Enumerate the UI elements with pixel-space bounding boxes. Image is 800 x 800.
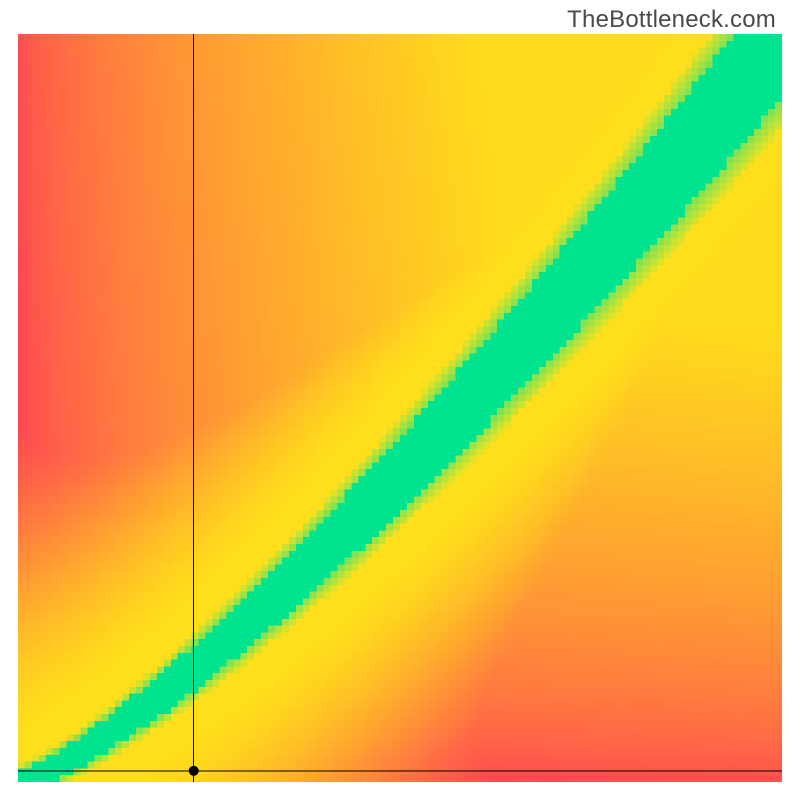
- heatmap-plot: [18, 34, 782, 782]
- watermark-text: TheBottleneck.com: [567, 6, 776, 34]
- heatmap-canvas: [18, 34, 782, 782]
